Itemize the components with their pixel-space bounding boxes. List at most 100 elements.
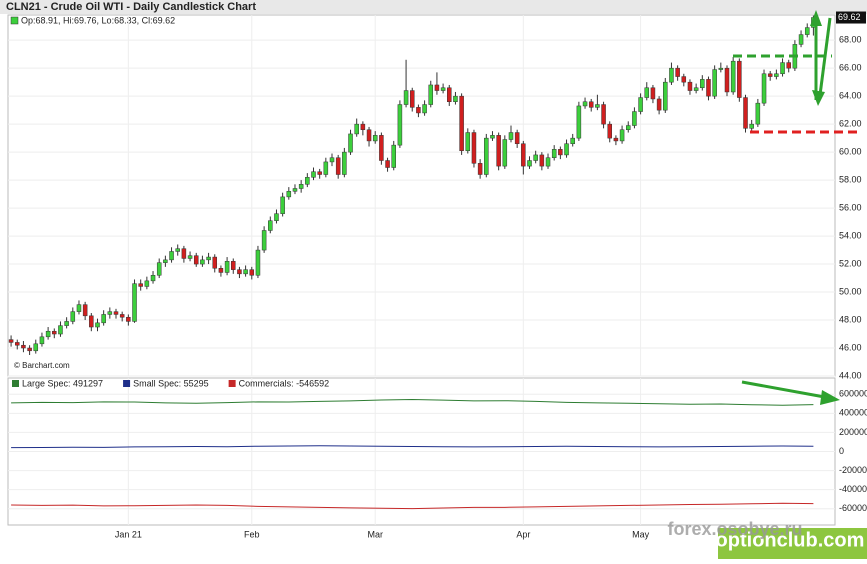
arrow-head xyxy=(810,10,822,26)
ohlc-legend: Op:68.91, Hi:69.76, Lo:68.33, Cl:69.62 xyxy=(21,15,175,25)
candle-body xyxy=(249,269,255,276)
y-tick-label: 60.00 xyxy=(839,146,862,156)
candle-body xyxy=(169,251,174,261)
cot-line xyxy=(11,398,814,406)
candle-body xyxy=(724,67,730,93)
candle-body xyxy=(126,316,131,322)
candle-body xyxy=(113,311,119,315)
candle-body xyxy=(465,132,471,151)
legend-label: Small Spec: 55295 xyxy=(133,378,209,388)
candle-body xyxy=(52,330,57,335)
candle-body xyxy=(317,171,322,175)
candle-body xyxy=(280,196,285,214)
candle-body xyxy=(687,81,693,91)
candle-body xyxy=(286,191,292,198)
x-tick-label: Jan 21 xyxy=(115,529,142,539)
candle-body xyxy=(45,330,51,338)
last-price-label: 69.62 xyxy=(838,12,861,22)
y-tick-label: 50.00 xyxy=(839,286,862,296)
candle-body xyxy=(471,132,477,164)
source: © Barchart.com xyxy=(14,361,70,370)
candle-body xyxy=(187,255,193,259)
y-tick-label: 0 xyxy=(839,446,844,456)
candle-body xyxy=(434,84,440,91)
candle-body xyxy=(311,171,316,178)
candle-body xyxy=(521,143,526,167)
candle-body xyxy=(774,73,779,77)
candle-body xyxy=(619,129,625,142)
candle-body xyxy=(638,97,643,112)
candle-body xyxy=(459,95,464,151)
candle-body xyxy=(15,342,20,346)
candle-body xyxy=(675,67,680,77)
candle-body xyxy=(292,188,298,192)
y-tick-label: -400000 xyxy=(839,484,867,494)
candle-body xyxy=(323,161,329,175)
candle-body xyxy=(21,344,26,349)
candle-body xyxy=(76,304,82,312)
watermark-box xyxy=(718,528,867,559)
candle-body xyxy=(342,151,347,175)
title-bar xyxy=(0,0,867,14)
candle-body xyxy=(329,157,335,163)
candle-body xyxy=(730,60,736,93)
candle-body xyxy=(397,104,403,146)
y-tick-label: -200000 xyxy=(839,465,867,475)
y-tick-label: 48.00 xyxy=(839,314,862,324)
y-tick-label: 62.00 xyxy=(839,119,862,129)
candle-body xyxy=(502,139,508,167)
candle-body xyxy=(743,97,748,129)
candle-body xyxy=(8,339,14,343)
candle-body xyxy=(237,269,242,275)
candle-body xyxy=(650,87,656,100)
candle-body xyxy=(89,315,94,328)
candle-body xyxy=(243,269,248,275)
candle-body xyxy=(632,111,637,126)
candle-body xyxy=(255,249,261,276)
candle-body xyxy=(693,87,699,91)
candle-body xyxy=(496,135,501,167)
candle-body xyxy=(669,67,674,83)
y-tick-label: 66.00 xyxy=(839,63,862,73)
candle-body xyxy=(564,143,569,156)
candle-body xyxy=(582,101,588,107)
cot-line xyxy=(11,445,814,449)
y-tick-label: 56.00 xyxy=(839,202,862,212)
candle-body xyxy=(305,177,310,185)
annotations xyxy=(733,10,862,405)
x-tick-label: Feb xyxy=(244,529,260,539)
y-tick-label: 400000 xyxy=(839,408,867,418)
candle-body xyxy=(39,336,45,345)
candle-body xyxy=(422,104,427,114)
candle-body xyxy=(700,79,705,89)
candle-body xyxy=(607,123,612,139)
candle-body xyxy=(298,184,304,189)
y-tick-label: 52.00 xyxy=(839,258,862,268)
candle-body xyxy=(403,90,409,105)
candle-body xyxy=(354,123,359,135)
candle-body xyxy=(558,149,563,156)
candle-body xyxy=(453,95,458,103)
watermark: optionclub.com xyxy=(716,529,865,551)
candle-body xyxy=(761,73,767,104)
y-tick-label: 64.00 xyxy=(839,91,862,101)
y-tick-label: 54.00 xyxy=(839,230,862,240)
candle-body xyxy=(379,135,384,161)
candle-body xyxy=(428,84,434,105)
candle-body xyxy=(175,248,180,252)
candle-body xyxy=(107,311,113,315)
y-tick-label: 44.00 xyxy=(839,370,862,380)
candle-body xyxy=(545,157,551,167)
candle-body xyxy=(570,137,575,144)
x-tick-label: Mar xyxy=(367,529,383,539)
candle-body xyxy=(798,34,804,45)
legend-swatch xyxy=(123,380,131,387)
candle-body xyxy=(533,154,538,161)
y-tick-label: -600000 xyxy=(839,503,867,513)
y-tick-label: 46.00 xyxy=(839,342,862,352)
candle-body xyxy=(33,343,39,352)
candle-body xyxy=(644,87,650,98)
candle-body xyxy=(416,107,421,114)
candle-body xyxy=(712,69,717,97)
